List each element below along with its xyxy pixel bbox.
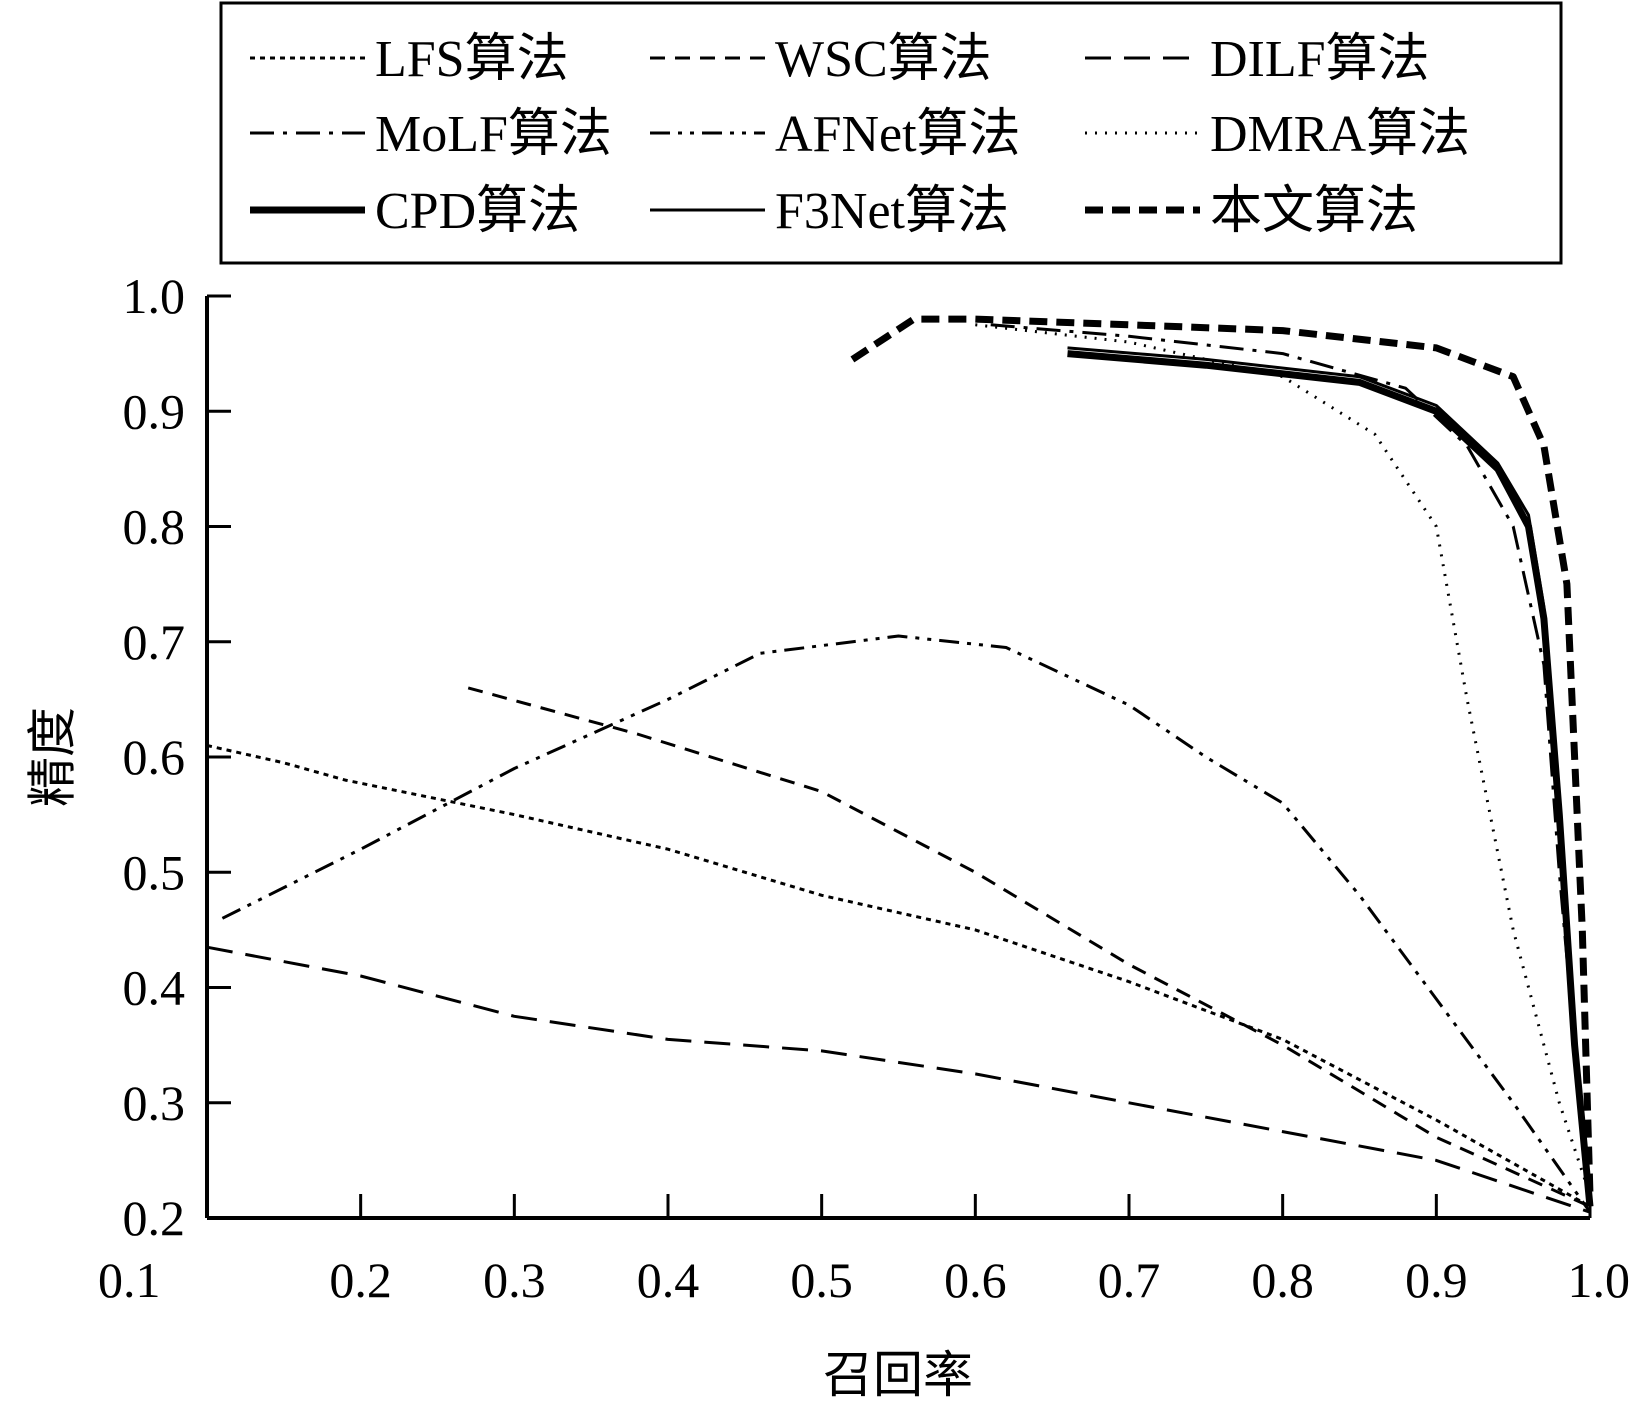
legend-label: 本文算法: [1210, 183, 1418, 240]
legend-box: [219, 1, 1563, 265]
y-tick-label: 0.4: [123, 960, 186, 1016]
legend-label: F3Net算法: [775, 183, 1009, 240]
legend-label: WSC算法: [775, 31, 992, 88]
legend-label: DILF算法: [1210, 31, 1430, 88]
y-axis-title: 精度: [24, 707, 80, 807]
x-tick-label: 0.5: [790, 1252, 853, 1308]
series-line-5: [221, 634, 1592, 1214]
y-tick-label: 0.5: [123, 844, 186, 900]
series-line-8: [1067, 346, 1592, 1201]
y-tick-label: 0.9: [123, 383, 186, 439]
series-line-2: [467, 686, 1591, 1208]
legend-label: MoLF算法: [375, 106, 612, 163]
x-tick-label: 0.9: [1405, 1252, 1468, 1308]
y-tick-label: 0.7: [123, 614, 186, 670]
x-tick-label: 0.3: [483, 1252, 546, 1308]
x-tick-label: 0.1: [98, 1252, 161, 1308]
series-line-3: [206, 945, 1591, 1214]
x-tick-label: 1.0: [1568, 1252, 1631, 1308]
series-line-6: [975, 323, 1592, 1196]
y-tick-label: 0.8: [123, 499, 186, 555]
legend-label: LFS算法: [375, 31, 569, 88]
series-group: [206, 315, 1594, 1214]
ticks: 0.2 0.3 0.4 0.5 0.6 0.7 0.8 0.9 1.0 0.1 0.2 0.3 0.4 0…: [98, 268, 1630, 1308]
y-tick-label: 1.0: [123, 268, 186, 324]
series-line-1: [206, 744, 1591, 1208]
y-tick-label: 0.6: [123, 729, 186, 785]
legend-label: AFNet算法: [775, 106, 1021, 163]
x-tick-label: 0.2: [329, 1252, 392, 1308]
y-tick-label: 0.2: [123, 1190, 186, 1246]
y-tick-label: 0.3: [123, 1075, 186, 1131]
legend: LFS算法 WSC算法 DILF算法 MoLF算法 AFNet算法 DMRA算法 CPD算法…: [250, 31, 1470, 240]
legend-label: CPD算法: [375, 183, 580, 240]
x-tick-label: 0.6: [944, 1252, 1007, 1308]
series-line-4: [990, 323, 1592, 1207]
legend-label: DMRA算法: [1210, 106, 1470, 163]
x-axis-title: 召回率: [823, 1347, 973, 1403]
series-line-9: [850, 315, 1594, 1196]
x-tick-label: 0.4: [637, 1252, 700, 1308]
axes: [205, 296, 1590, 1220]
series-line-7: [1067, 350, 1594, 1207]
x-tick-label: 0.8: [1251, 1252, 1314, 1308]
x-tick-label: 0.7: [1098, 1252, 1161, 1308]
